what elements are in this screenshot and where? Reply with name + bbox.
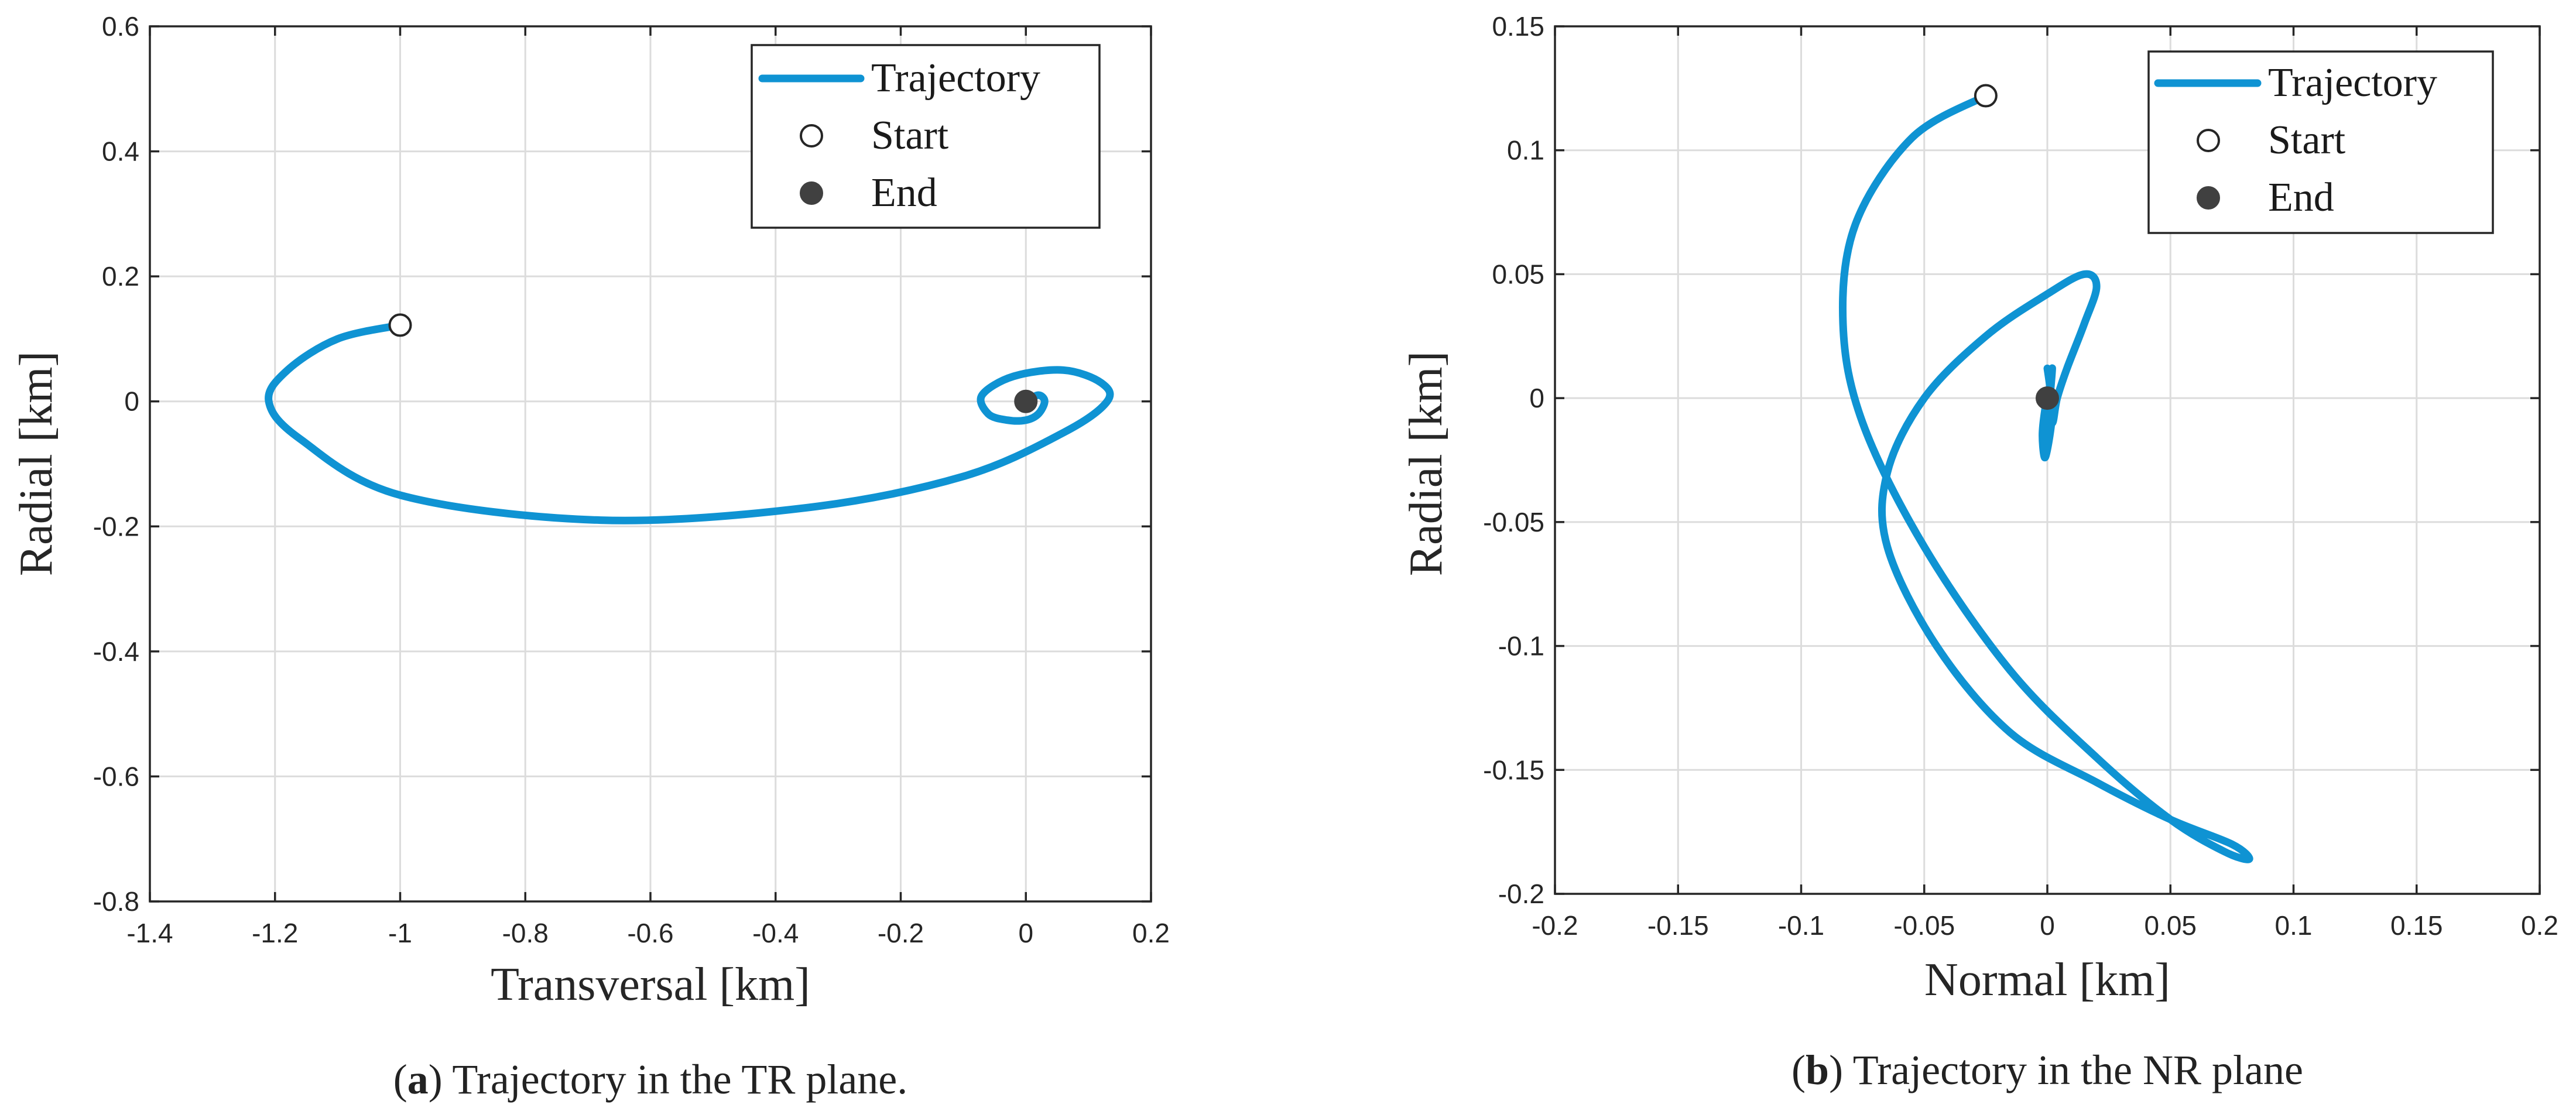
chart-a-xtick-label-3: -0.8 (502, 918, 549, 948)
chart-b-xtick-label-1: -0.15 (1647, 910, 1709, 941)
chart-a-end-marker (1014, 389, 1038, 413)
chart-a-legend-start-marker (800, 124, 823, 148)
chart-b-legend-start-marker (2197, 129, 2220, 152)
chart-b-legend-end-marker (2197, 186, 2220, 210)
chart-a-xtick-label-7: 0 (1018, 918, 1033, 948)
chart-b-caption: (b) Trajectory in the NR plane (1791, 1047, 2303, 1093)
chart-a-ytick-label-5: 0.2 (102, 261, 139, 292)
chart-b-legend: Trajectory Start End (2147, 50, 2494, 234)
chart-a-xtick-label-2: -1 (388, 918, 412, 948)
chart-a-ytick-label-4: 0 (124, 386, 139, 417)
chart-b-series-trajectory (1838, 92, 2253, 863)
chart-b-ytick-label-6: 0.1 (1507, 135, 1544, 166)
chart-a-ytick-label-6: 0.4 (102, 136, 139, 167)
chart-b-legend-start: Start (2268, 118, 2346, 163)
chart-a-start-marker (388, 313, 412, 337)
chart-a-tr-plane: -1.4 -1.2 -1 -0.8 -0.6 -0.4 -0.2 0 0.2 -0.8 -0.6 -0… (11, 11, 1170, 1103)
chart-a-ytick-label-3: -0.2 (93, 511, 139, 541)
chart-b-ytick-label-2: -0.1 (1498, 631, 1544, 661)
chart-a-caption-label: a (407, 1056, 429, 1103)
chart-a-ytick-label-7: 0.6 (102, 11, 139, 42)
chart-a-caption: (a) Trajectory in the TR plane. (393, 1056, 908, 1103)
chart-a-legend-end-marker (800, 181, 823, 205)
chart-a-legend-trajectory: Trajectory (871, 56, 1040, 101)
chart-a-legend-start: Start (871, 113, 949, 158)
chart-b-xtick-label-5: 0.05 (2144, 910, 2197, 941)
chart-b-ytick-label-3: -0.05 (1483, 507, 1544, 537)
chart-a-xtick-label-4: -0.6 (627, 918, 673, 948)
chart-b-legend-trajectory: Trajectory (2268, 60, 2437, 105)
chart-a-xtick-label-8: 0.2 (1132, 918, 1170, 948)
chart-b-caption-label: b (1806, 1047, 1829, 1093)
chart-b-xlabel: Normal [km] (1924, 954, 2170, 1006)
chart-a-xtick-label-5: -0.4 (752, 918, 799, 948)
chart-a-series-trajectory (265, 321, 1114, 524)
chart-b-start-marker (1974, 84, 1998, 108)
chart-b-xtick-label-0: -0.2 (1532, 910, 1578, 941)
chart-a-xtick-label-0: -1.4 (126, 918, 173, 948)
chart-a-ticks: -1.4 -1.2 -1 -0.8 -0.6 -0.4 -0.2 0 0.2 -0.8 -0.6 -0… (93, 11, 1170, 948)
chart-a-ytick-label-0: -0.8 (93, 886, 139, 917)
chart-b-series-trajectory-center-oscillation (2039, 364, 2056, 462)
chart-b-legend-end: End (2268, 175, 2334, 220)
chart-b-caption-text: ) Trajectory in the NR plane (1829, 1047, 2303, 1093)
chart-a-xtick-label-6: -0.2 (878, 918, 924, 948)
chart-b-end-marker (2036, 386, 2059, 410)
chart-b-ylabel: Radial [km] (1400, 351, 1452, 576)
chart-b-ytick-label-0: -0.2 (1498, 879, 1544, 909)
chart-a-xlabel: Transversal [km] (491, 959, 810, 1010)
chart-a-series (265, 313, 1114, 524)
chart-a-caption-text: ) Trajectory in the TR plane. (429, 1056, 908, 1103)
chart-b-xtick-label-3: -0.05 (1893, 910, 1955, 941)
chart-b-ticks: -0.2 -0.15 -0.1 -0.05 0 0.05 0.1 0.15 0.2 -0.2 -0.… (1483, 11, 2558, 941)
chart-b-series (1838, 84, 2253, 863)
chart-b-xtick-label-7: 0.15 (2390, 910, 2443, 941)
chart-b-xtick-label-8: 0.2 (2521, 910, 2558, 941)
chart-b-ytick-label-1: -0.15 (1483, 755, 1544, 785)
chart-a-legend: Trajectory Start End (751, 44, 1101, 229)
chart-a-ytick-label-1: -0.6 (93, 761, 139, 791)
chart-b-xtick-label-4: 0 (2040, 910, 2055, 941)
chart-b-xtick-label-2: -0.1 (1778, 910, 1824, 941)
chart-a-legend-end: End (871, 170, 937, 215)
chart-a-xtick-label-1: -1.2 (252, 918, 298, 948)
chart-b-nr-plane: -0.2 -0.15 -0.1 -0.05 0 0.05 0.1 0.15 0.2 -0.2 -0.… (1400, 11, 2558, 1093)
chart-b-xtick-label-6: 0.1 (2275, 910, 2313, 941)
chart-a-ytick-label-2: -0.4 (93, 636, 139, 667)
chart-b-ytick-label-5: 0.05 (1492, 259, 1544, 289)
chart-b-ytick-label-7: 0.15 (1492, 11, 1544, 42)
chart-b-ytick-label-4: 0 (1529, 383, 1544, 413)
chart-a-ylabel: Radial [km] (11, 351, 62, 576)
